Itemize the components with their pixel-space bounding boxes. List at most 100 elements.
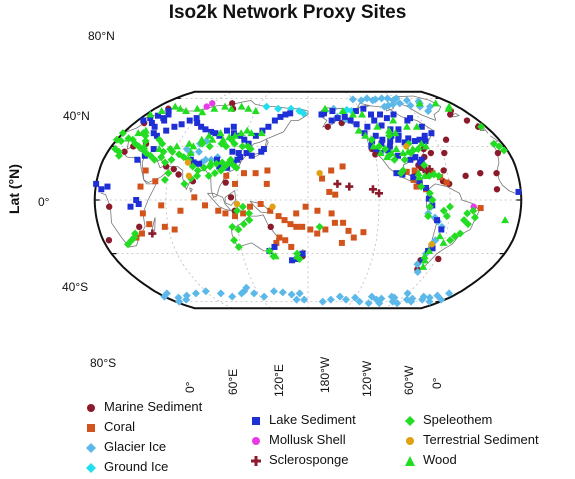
- site-marker: [431, 99, 440, 107]
- site-marker: [380, 102, 389, 111]
- site-marker: [158, 139, 167, 148]
- graticule: [94, 91, 522, 309]
- site-marker: [340, 219, 347, 226]
- site-marker: [134, 129, 143, 137]
- site-marker: [402, 96, 411, 105]
- site-marker: [442, 212, 451, 221]
- site-marker: [223, 127, 230, 134]
- site-marker: [175, 171, 182, 178]
- site-marker: [438, 226, 445, 233]
- site-marker: [456, 229, 465, 238]
- site-marker: [167, 155, 176, 164]
- site-marker: [228, 222, 237, 231]
- site-marker: [233, 200, 241, 208]
- site-marker: [462, 172, 469, 180]
- site-marker: [335, 292, 344, 301]
- site-marker: [138, 230, 145, 237]
- site-marker: [445, 102, 454, 110]
- site-marker: [185, 139, 194, 147]
- site-marker: [407, 156, 414, 163]
- legend-label: Glacier Ice: [104, 439, 167, 454]
- site-marker: [338, 107, 347, 115]
- site-marker: [315, 222, 324, 231]
- site-marker: [390, 155, 399, 164]
- legend-label: Sclerosponge: [269, 452, 349, 467]
- site-marker: [219, 135, 228, 143]
- site-marker: [271, 243, 278, 250]
- site-marker: [420, 252, 429, 260]
- site-marker: [425, 293, 434, 302]
- coral-marker: [87, 423, 95, 432]
- site-marker: [203, 103, 210, 110]
- site-marker: [328, 167, 335, 174]
- lon-label-0-left: 0°: [183, 381, 197, 393]
- site-marker: [231, 131, 240, 139]
- site-marker: [222, 179, 229, 186]
- site-marker: [177, 207, 184, 214]
- site-marker: [233, 206, 242, 215]
- site-marker: [360, 229, 367, 236]
- site-marker: [209, 100, 216, 107]
- site-marker: [171, 226, 178, 233]
- site-marker: [186, 149, 195, 157]
- site-marker: [515, 188, 522, 195]
- legend-item-mollusk-shell: Mollusk Shell: [251, 432, 346, 447]
- site-marker: [217, 166, 226, 175]
- site-marker: [423, 184, 430, 191]
- site-marker: [368, 111, 375, 118]
- site-marker: [154, 112, 161, 119]
- site-marker: [422, 167, 431, 176]
- site-marker: [351, 293, 360, 302]
- site-marker: [446, 236, 455, 245]
- site-marker: [446, 202, 455, 211]
- site-marker: [358, 110, 367, 118]
- site-marker: [499, 146, 508, 155]
- site-marker: [401, 139, 408, 146]
- site-marker: [357, 96, 366, 105]
- site-marker: [257, 201, 264, 208]
- site-marker: [189, 142, 198, 150]
- site-marker: [232, 213, 239, 220]
- site-marker: [228, 292, 237, 301]
- site-marker: [392, 145, 401, 153]
- site-marker: [114, 147, 123, 156]
- site-marker: [329, 108, 336, 115]
- site-marker: [440, 167, 447, 174]
- map-title: Iso2k Network Proxy Sites: [168, 2, 407, 23]
- site-marker: [263, 180, 270, 187]
- legend-label: Speleothem: [423, 412, 493, 427]
- site-marker: [420, 171, 429, 179]
- sclerosponge-marker: [251, 455, 261, 466]
- coastline: [357, 102, 371, 110]
- site-marker: [408, 145, 417, 153]
- site-marker: [324, 123, 331, 130]
- site-marker: [141, 131, 150, 140]
- site-marker: [171, 102, 180, 110]
- site-marker: [121, 148, 128, 155]
- site-marker: [338, 239, 345, 246]
- site-marker: [146, 221, 153, 228]
- site-marker: [422, 138, 429, 145]
- site-marker: [212, 130, 219, 137]
- site-marker: [223, 172, 230, 179]
- site-marker: [354, 126, 363, 134]
- site-marker: [289, 257, 296, 264]
- site-marker: [208, 128, 215, 135]
- lon-label-60w: 60°W: [402, 365, 416, 395]
- site-marker: [406, 101, 415, 110]
- site-marker: [300, 295, 309, 304]
- site-marker: [395, 99, 404, 108]
- site-marker: [230, 139, 239, 148]
- site-marker: [240, 210, 247, 217]
- site-marker: [425, 246, 434, 254]
- site-marker: [493, 169, 500, 177]
- site-marker: [174, 293, 183, 302]
- site-marker: [293, 252, 302, 260]
- site-marker: [293, 210, 300, 217]
- site-marker: [232, 163, 241, 172]
- site-marker: [341, 113, 348, 120]
- site-marker: [135, 201, 142, 208]
- site-marker: [182, 107, 191, 115]
- site-marker: [265, 123, 272, 130]
- site-marker: [148, 229, 157, 238]
